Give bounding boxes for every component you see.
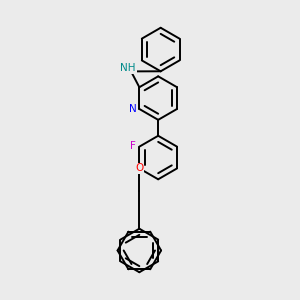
Text: O: O xyxy=(135,164,143,173)
Text: F: F xyxy=(130,141,136,151)
Text: NH: NH xyxy=(120,63,136,74)
Text: N: N xyxy=(129,104,136,114)
